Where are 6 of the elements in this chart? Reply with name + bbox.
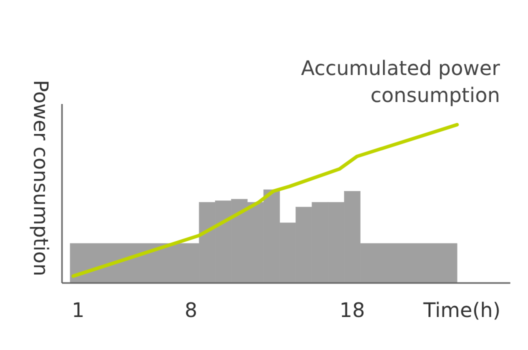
text: Accumulated power consumption <box>301 56 501 107</box>
x-axis-title: Time(h) <box>422 298 501 322</box>
x-tick-label: 18 <box>340 298 365 322</box>
y-axis-title: Power consumption <box>29 80 53 276</box>
x-tick-label: 8 <box>184 298 198 322</box>
x-tick-label: 1 <box>72 298 84 322</box>
